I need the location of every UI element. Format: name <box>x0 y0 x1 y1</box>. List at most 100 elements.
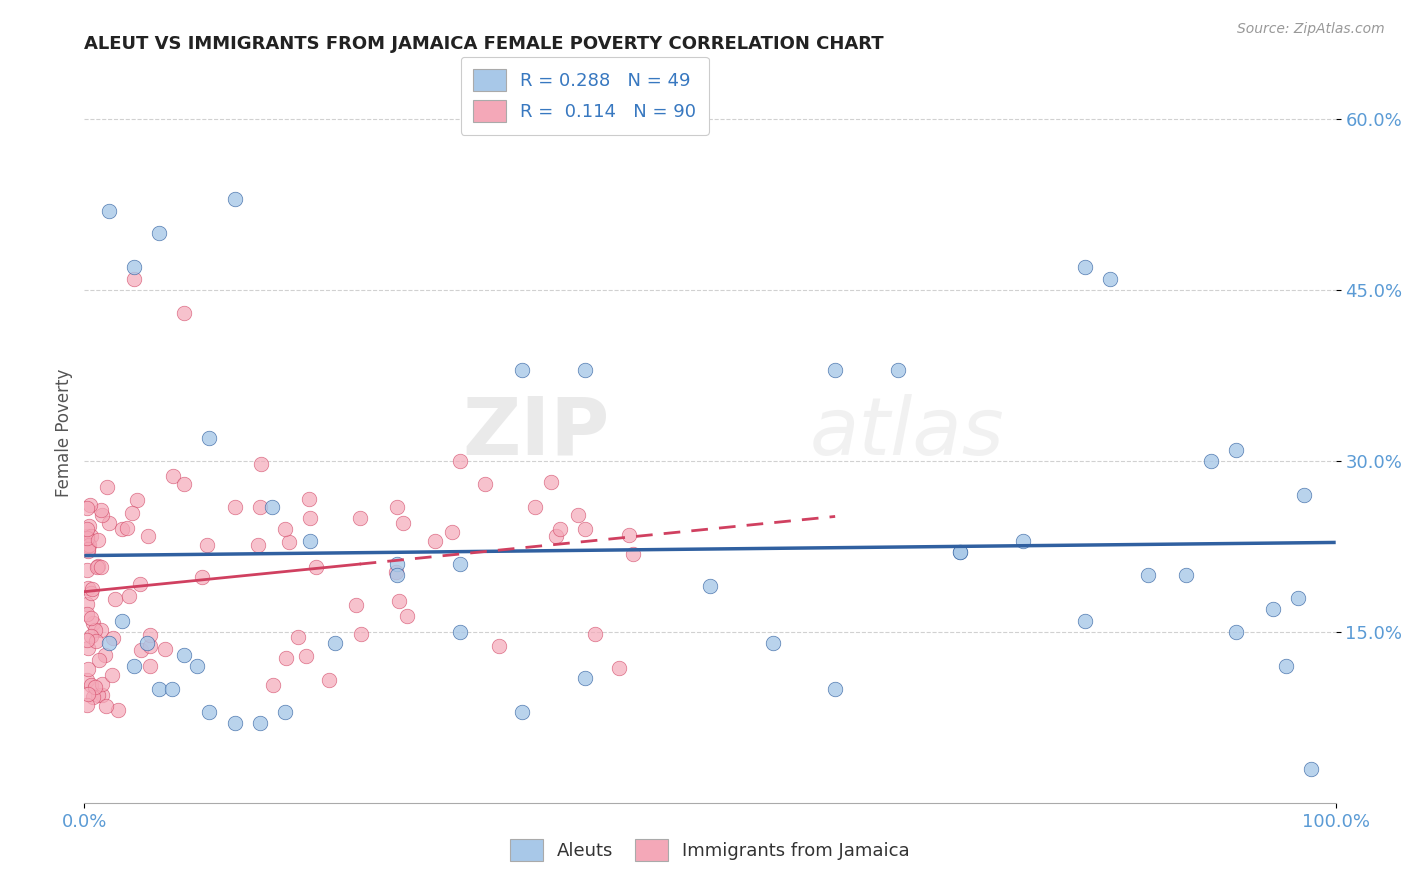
Point <box>90 688 112 702</box>
Point <box>887 363 910 377</box>
Point <box>80 582 103 596</box>
Point <box>76 529 98 543</box>
Point <box>574 671 596 685</box>
Point <box>118 589 141 603</box>
Point <box>155 642 177 657</box>
Point <box>395 608 418 623</box>
Point <box>96 480 118 494</box>
Point <box>295 648 318 663</box>
Point <box>76 597 98 611</box>
Point <box>1286 591 1309 605</box>
Point <box>318 673 340 687</box>
Point <box>567 508 589 523</box>
Point <box>136 529 159 543</box>
Point <box>1274 659 1296 673</box>
Point <box>124 272 146 286</box>
Point <box>77 539 100 553</box>
Point <box>173 306 195 320</box>
Point <box>107 703 129 717</box>
Point <box>1099 272 1122 286</box>
Point <box>278 535 301 549</box>
Point <box>82 616 104 631</box>
Point <box>139 659 162 673</box>
Legend: Aleuts, Immigrants from Jamaica: Aleuts, Immigrants from Jamaica <box>503 831 917 868</box>
Point <box>262 500 284 514</box>
Point <box>91 508 114 522</box>
Point <box>298 491 321 506</box>
Point <box>1263 602 1285 616</box>
Text: atlas: atlas <box>810 393 1005 472</box>
Point <box>160 681 183 696</box>
Point <box>77 687 100 701</box>
Point <box>90 624 112 638</box>
Point <box>249 500 271 514</box>
Point <box>139 639 162 653</box>
Point <box>124 260 146 275</box>
Point <box>115 520 138 534</box>
Point <box>76 522 98 536</box>
Point <box>224 500 246 514</box>
Point <box>139 628 162 642</box>
Point <box>305 559 328 574</box>
Point <box>94 648 117 662</box>
Point <box>273 523 295 537</box>
Point <box>198 705 221 719</box>
Point <box>90 677 112 691</box>
Point <box>87 559 110 574</box>
Y-axis label: Female Poverty: Female Poverty <box>55 368 73 497</box>
Point <box>287 630 309 644</box>
Point <box>80 629 103 643</box>
Point <box>540 475 562 489</box>
Point <box>391 516 413 530</box>
Point <box>247 538 270 552</box>
Point <box>621 547 644 561</box>
Point <box>101 668 124 682</box>
Point <box>824 363 846 377</box>
Point <box>80 678 103 692</box>
Point <box>80 529 103 543</box>
Point <box>298 511 321 525</box>
Point <box>76 581 98 595</box>
Point <box>87 533 110 547</box>
Point <box>1136 568 1159 582</box>
Point <box>385 500 409 514</box>
Point <box>1225 442 1247 457</box>
Point <box>173 476 195 491</box>
Point <box>186 659 208 673</box>
Point <box>195 538 218 552</box>
Point <box>298 533 321 548</box>
Point <box>77 519 100 533</box>
Point <box>84 633 107 648</box>
Point <box>1174 568 1197 582</box>
Point <box>76 542 98 557</box>
Point <box>512 363 534 377</box>
Point <box>585 627 607 641</box>
Point <box>548 523 571 537</box>
Point <box>173 648 195 662</box>
Point <box>76 640 98 655</box>
Point <box>136 636 159 650</box>
Point <box>124 659 146 673</box>
Text: Source: ZipAtlas.com: Source: ZipAtlas.com <box>1237 22 1385 37</box>
Point <box>77 539 100 553</box>
Point <box>523 500 546 514</box>
Point <box>273 705 295 719</box>
Point <box>276 650 298 665</box>
Point <box>350 626 373 640</box>
Point <box>1012 533 1035 548</box>
Point <box>349 511 371 525</box>
Point <box>121 506 143 520</box>
Point <box>1074 260 1097 275</box>
Point <box>474 476 496 491</box>
Point <box>129 643 152 657</box>
Point <box>191 570 214 584</box>
Point <box>824 681 846 696</box>
Point <box>512 705 534 719</box>
Point <box>699 579 721 593</box>
Point <box>125 492 148 507</box>
Point <box>86 559 108 574</box>
Point <box>80 611 103 625</box>
Point <box>98 203 121 218</box>
Point <box>148 681 170 696</box>
Point <box>80 585 103 599</box>
